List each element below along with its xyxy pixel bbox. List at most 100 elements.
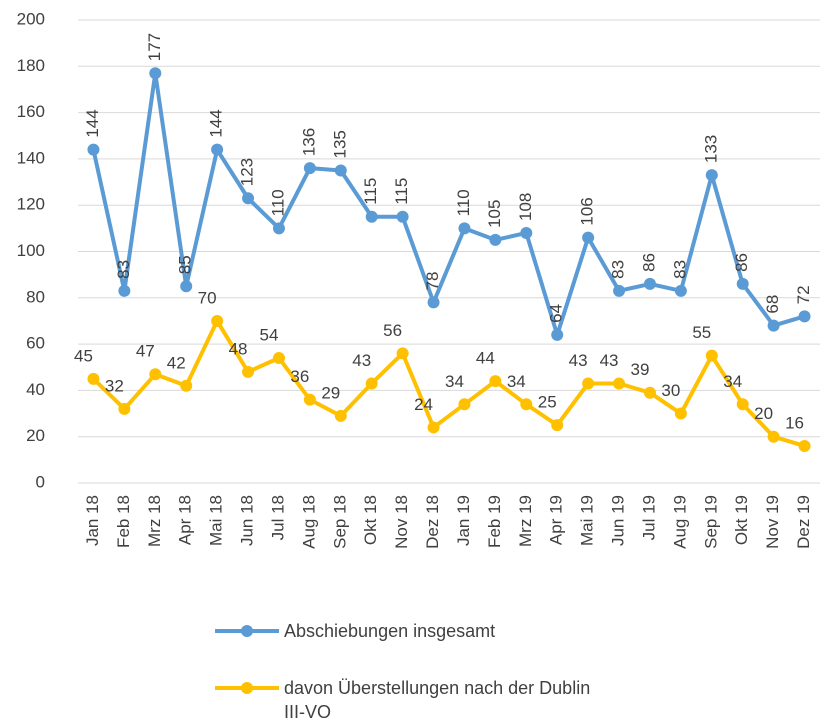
marker [118,284,131,297]
data-label: 123 [238,158,257,186]
x-tick-label: Aug 18 [299,495,318,549]
data-label: 39 [630,360,649,379]
marker [211,143,224,156]
x-tick-label: Aug 19 [670,495,689,549]
data-label: 136 [299,128,318,156]
marker [643,386,656,399]
marker [520,226,533,239]
marker [242,365,255,378]
data-label: 34 [445,372,464,391]
y-tick-label: 60 [26,334,45,353]
marker [489,375,502,388]
data-label: 70 [198,288,217,307]
marker [767,319,780,332]
marker [458,398,471,411]
marker [705,349,718,362]
x-tick-label: Okt 18 [361,495,380,545]
y-tick-label: 0 [36,472,45,491]
marker [180,379,193,392]
marker [396,210,409,223]
data-label: 83 [114,260,133,279]
data-label: 108 [516,193,535,221]
x-tick-label: Mai 19 [578,495,597,546]
x-tick-label: Okt 19 [732,495,751,545]
data-label: 106 [578,197,597,225]
data-label: 115 [361,178,380,205]
marker [211,314,224,327]
series-line [92,318,806,448]
marker [365,210,378,223]
data-label: 177 [145,33,164,61]
legend-label: Abschiebungen insgesamt [284,621,496,641]
data-label: 34 [723,372,742,391]
marker [489,233,502,246]
data-label: 20 [754,404,773,423]
data-label: 55 [692,323,711,342]
data-label: 83 [609,260,628,279]
data-label: 16 [785,413,804,432]
marker [736,277,749,290]
data-label: 54 [259,325,278,344]
x-tick-label: Feb 19 [485,495,504,548]
data-label: 44 [476,349,495,368]
data-label: 115 [392,178,411,205]
legend-marker [241,625,253,637]
data-label: 47 [136,342,155,361]
data-label: 36 [290,367,309,386]
marker [334,164,347,177]
x-tick-label: Jun 18 [238,495,257,546]
data-label: 86 [732,253,751,272]
legend-marker [241,682,253,694]
data-label: 43 [352,351,371,370]
x-tick-label: Dez 18 [423,495,442,549]
marker [180,280,193,293]
marker [87,143,100,156]
data-label: 144 [83,109,102,137]
data-label: 30 [661,381,680,400]
legend-label: davon Überstellungen nach der Dublin III… [284,678,591,722]
data-label: 29 [321,383,340,402]
y-tick-label: 200 [17,9,45,28]
x-tick-label: Apr 18 [176,495,195,545]
data-label: 85 [176,255,195,274]
data-label: 43 [569,351,588,370]
marker [705,169,718,182]
x-tick-label: Mrz 18 [145,495,164,547]
marker [643,277,656,290]
y-tick-label: 100 [17,241,45,260]
data-label: 68 [763,295,782,314]
marker [582,377,595,390]
marker [272,222,285,235]
x-tick-label: Nov 19 [763,495,782,549]
x-tick-label: Dez 19 [794,495,813,549]
x-tick-label: Feb 18 [114,495,133,548]
x-tick-label: Jul 19 [639,495,658,540]
marker [798,310,811,323]
marker [427,421,440,434]
marker [613,377,626,390]
data-label: 34 [507,372,526,391]
marker [242,192,255,205]
marker [118,402,131,415]
data-label: 110 [454,189,473,216]
x-tick-label: Sep 18 [330,495,349,549]
marker [303,393,316,406]
data-label: 64 [547,304,566,323]
x-tick-label: Jan 18 [83,495,102,546]
marker [551,328,564,341]
marker [551,419,564,432]
y-tick-label: 80 [26,287,45,306]
marker [798,439,811,452]
marker [767,430,780,443]
data-label: 105 [485,200,504,228]
marker [149,368,162,381]
x-tick-label: Jan 19 [454,495,473,546]
marker [303,162,316,175]
data-label: 133 [701,135,720,163]
marker [149,67,162,80]
data-label: 144 [207,109,226,137]
y-tick-label: 120 [17,195,45,214]
marker [365,377,378,390]
